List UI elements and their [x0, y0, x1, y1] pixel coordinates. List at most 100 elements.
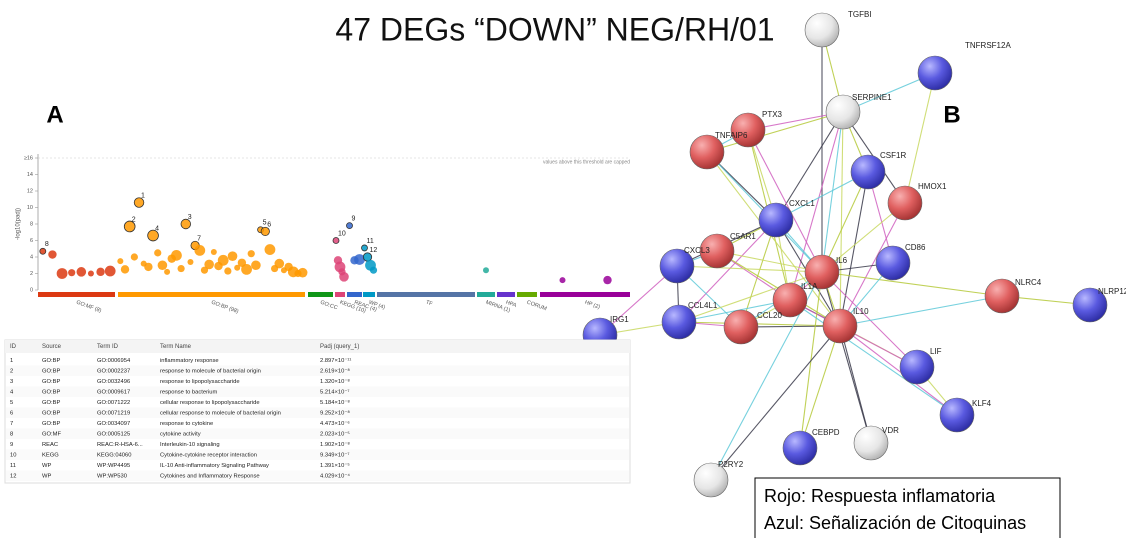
term-point	[117, 258, 124, 265]
term-point	[361, 244, 368, 252]
network-edge	[678, 321, 841, 327]
point-label: 8	[45, 241, 49, 248]
term-point	[247, 250, 255, 258]
term-point	[187, 258, 194, 265]
row-bg	[6, 470, 629, 481]
point-label: 3	[188, 214, 192, 221]
network-edge	[789, 111, 844, 301]
row-bg	[6, 428, 629, 439]
legend-box	[754, 477, 1061, 538]
table-cell: GO:BP	[42, 421, 60, 427]
network-edge	[839, 171, 869, 327]
table-header-bg	[5, 340, 630, 353]
y-tick-label: 10	[27, 205, 33, 211]
table-cell: 1	[10, 358, 13, 364]
y-tick-label: 14	[27, 172, 33, 178]
point-label: 12	[370, 247, 378, 254]
term-point	[204, 259, 214, 270]
table-cell: cellular response to lipopolysaccharide	[160, 400, 260, 406]
table-cell: GO:0009617	[97, 389, 130, 395]
y-tick-label: 12	[27, 188, 33, 194]
network-edge	[839, 202, 906, 327]
table-cell: 4.473×10⁻⁶	[320, 420, 350, 427]
node-label: KLF4	[972, 399, 992, 408]
row-bg	[6, 386, 629, 397]
source-bar	[540, 292, 630, 297]
table-cell: GO:BP	[42, 400, 60, 406]
table-cell: 11	[10, 463, 16, 469]
point-label: 11	[367, 238, 374, 245]
table-cell: response to bacterium	[160, 389, 218, 395]
table-cell: 9.252×10⁻⁸	[320, 409, 350, 416]
y-tick-label: 0	[30, 287, 33, 293]
node-label: CXCL1	[789, 199, 815, 208]
node-label: CEBPD	[812, 428, 840, 437]
table-cell: WP	[42, 473, 51, 479]
table-cell: GO:0006954	[97, 358, 131, 364]
node-label: NLRC4	[1015, 278, 1042, 287]
term-point	[87, 270, 94, 277]
network-node	[699, 233, 735, 269]
network-node	[758, 202, 794, 238]
table-cell: WP:WP4495	[97, 463, 130, 469]
column-header: Term Name	[160, 344, 192, 350]
table-cell: KEGG:04060	[97, 452, 131, 458]
table-cell: GO:BP	[42, 368, 60, 374]
network-node	[853, 425, 889, 461]
term-point	[48, 250, 57, 259]
table-cell: GO:0005125	[97, 431, 130, 437]
node-label: SERPINE1	[852, 93, 892, 102]
term-point	[96, 267, 105, 277]
table-cell: cellular response to molecule of bacteri…	[160, 410, 281, 416]
point-label: 2	[132, 216, 136, 223]
node-label: VDR	[882, 426, 899, 435]
network-node	[730, 112, 766, 148]
legend-entry: Azul: Señalización de Citoquinas	[764, 513, 1026, 533]
point-label: 9	[352, 215, 356, 222]
term-point	[354, 254, 365, 265]
table-cell: GO:0034097	[97, 421, 130, 427]
table-cell: response to lipopolysaccharide	[160, 379, 240, 385]
title: 47 DEGs “DOWN” NEG/RH/01	[335, 11, 774, 47]
table-cell: WP:WP530	[97, 473, 127, 479]
network-edge	[821, 271, 1003, 297]
network-node	[825, 94, 861, 130]
network-node	[887, 185, 923, 221]
term-point	[68, 269, 76, 277]
table-cell: GO:BP	[42, 410, 60, 416]
term-point	[224, 267, 232, 275]
network-edge	[839, 295, 1003, 327]
term-point	[133, 197, 145, 208]
network-edge	[799, 325, 841, 449]
table-cell: 1.902×10⁻⁸	[320, 441, 350, 448]
network-edge	[839, 325, 958, 416]
table-cell: 3	[10, 379, 13, 385]
node-label: CD86	[905, 243, 926, 252]
table-cell: IL-10 Anti-inflammatory Signaling Pathwa…	[160, 463, 269, 469]
term-point	[210, 249, 217, 256]
table-cell: 4	[10, 389, 14, 395]
node-label: CCL20	[757, 311, 782, 320]
network-node	[659, 248, 695, 284]
point-label: 5	[263, 220, 267, 227]
node-label: IL10	[853, 307, 869, 316]
table-cell: 2.023×10⁻⁵	[320, 430, 350, 437]
table-cell: 1.391×10⁻⁵	[320, 462, 350, 469]
source-label: HPA	[505, 300, 518, 309]
table-cell: 5.184×10⁻⁸	[320, 399, 350, 406]
source-bar	[308, 292, 333, 297]
term-point	[154, 249, 162, 257]
table-cell: GO:BP	[42, 358, 60, 364]
network-edge	[821, 271, 918, 368]
term-point	[346, 222, 353, 230]
network-edge	[716, 250, 823, 273]
term-point	[76, 267, 87, 277]
network-edge	[710, 325, 841, 481]
term-point	[56, 268, 68, 279]
table-cell: GO:0032496	[97, 379, 130, 385]
source-bar	[377, 292, 475, 297]
term-point	[147, 229, 159, 242]
network-edge	[904, 72, 936, 204]
term-point	[251, 260, 261, 271]
